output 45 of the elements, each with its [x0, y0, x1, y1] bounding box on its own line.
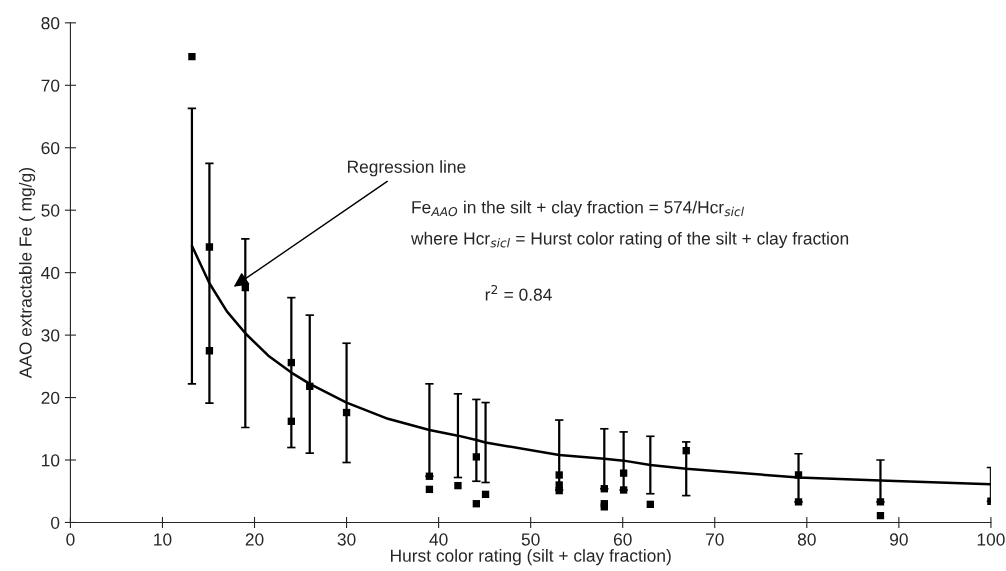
point — [481, 490, 490, 499]
point — [619, 469, 628, 477]
y-tick-label: 20 — [41, 391, 60, 405]
point — [555, 486, 563, 495]
annotation: r$^{2}$ = 0.84 — [485, 284, 552, 301]
point — [472, 453, 481, 461]
x-tick-label: 0 — [66, 533, 75, 546]
y-tick-label: 70 — [41, 79, 60, 92]
y-tick-label: 60 — [41, 141, 60, 155]
x-tick-label: 80 — [797, 533, 816, 546]
y-tick-label: 80 — [41, 17, 60, 30]
point — [646, 500, 654, 509]
x-tick-label: 30 — [337, 533, 356, 546]
y-tick-label: 30 — [41, 329, 60, 342]
y-tick-label: 0 — [51, 516, 60, 529]
point — [454, 481, 462, 490]
x-tick-label: 40 — [429, 533, 448, 546]
y-tick-label: 40 — [41, 266, 60, 280]
point — [472, 500, 481, 508]
annotation: Regression line — [347, 160, 466, 177]
x-tick-label: 10 — [154, 533, 172, 546]
point — [205, 243, 214, 251]
x-tick-label: 100 — [977, 533, 1005, 546]
point — [306, 382, 314, 390]
x-axis-title: Hurst color rating (silt + clay fraction) — [390, 549, 671, 566]
annotation: Fe$_{AAO}$ in the silt + clay fraction = 574/Hcr$_{sicl}$ — [412, 200, 744, 217]
y-tick-label: 10 — [42, 454, 60, 467]
x-tick-label: 20 — [245, 533, 264, 546]
point — [425, 485, 434, 494]
annotation: where Hcr$_{sicl}$ = Hurst color rating of the silt + clay fraction — [410, 231, 849, 249]
point — [876, 511, 885, 520]
point — [342, 408, 351, 417]
point — [794, 471, 803, 479]
x-tick-label: 60 — [613, 533, 632, 546]
x-tick-label: 70 — [706, 533, 724, 546]
point — [287, 417, 296, 425]
point — [287, 358, 296, 367]
point — [555, 471, 563, 479]
y-tick-label: 50 — [41, 204, 60, 217]
point — [188, 52, 196, 61]
x-tick-label: 50 — [521, 533, 540, 546]
x-tick-label: 90 — [890, 533, 908, 546]
point — [205, 347, 214, 355]
point — [682, 446, 690, 455]
y-axis-title: AAO extractable Fe ( mg/g) — [18, 168, 36, 379]
